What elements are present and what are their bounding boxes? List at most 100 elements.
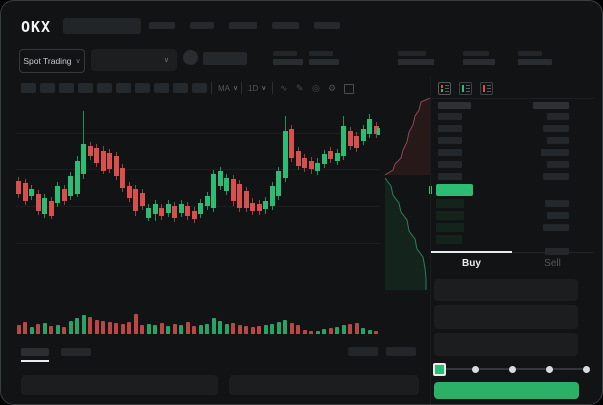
slider-stop[interactable] (472, 366, 479, 373)
chevron-down-icon: ∨ (75, 57, 81, 65)
candlestick (230, 179, 236, 201)
order-input-field[interactable] (434, 279, 578, 301)
timeframe-button[interactable] (78, 83, 93, 93)
toolbar-divider (272, 82, 273, 94)
camera-icon[interactable]: ◎ (312, 83, 320, 93)
timeframe-button[interactable] (59, 83, 74, 93)
timeframe-buttons (21, 83, 207, 93)
tab-sell[interactable]: Sell (544, 258, 561, 269)
ticker-stat (398, 51, 438, 67)
slider-stop[interactable] (546, 366, 553, 373)
order-book-bid-price[interactable] (436, 199, 464, 208)
indicator-dropdown[interactable]: MA ∨ (218, 84, 238, 93)
volume-bar (348, 324, 352, 334)
candlestick (146, 208, 151, 218)
candlestick (113, 156, 119, 176)
timeframe-button[interactable] (154, 83, 169, 93)
candlestick (165, 204, 171, 213)
candlestick (360, 129, 366, 141)
order-book-view-bids-icon[interactable] (459, 82, 472, 95)
bottom-control[interactable] (348, 347, 378, 356)
search-input[interactable] (63, 18, 141, 34)
buy-submit-button[interactable] (434, 382, 579, 399)
timeframe-button[interactable] (21, 83, 36, 93)
order-input-field[interactable] (434, 333, 578, 356)
bottom-panel[interactable] (229, 375, 419, 395)
gridline (16, 169, 380, 170)
stat-label (398, 51, 426, 56)
timeframe-button[interactable] (116, 83, 131, 93)
volume-bar (341, 325, 346, 334)
volume-bar (354, 323, 359, 334)
candlestick (224, 178, 229, 191)
interval-dropdown[interactable]: 1D ∨ (248, 84, 266, 93)
timeframe-button[interactable] (173, 83, 188, 93)
order-input-field[interactable] (434, 305, 578, 329)
timeframe-button[interactable] (40, 83, 55, 93)
order-book-view-asks-icon[interactable] (480, 82, 493, 95)
volume-bar (146, 324, 151, 334)
icon-mark (483, 85, 485, 92)
volume-bar (42, 323, 47, 334)
pair-dropdown[interactable]: ∨ (91, 49, 177, 71)
candlestick (295, 151, 301, 166)
candlestick (133, 189, 138, 211)
order-book-ask-price[interactable] (438, 125, 462, 132)
volume-bar (198, 325, 203, 334)
bottom-tab[interactable] (61, 348, 91, 356)
slider-handle[interactable] (433, 363, 446, 376)
timeframe-button[interactable] (97, 83, 112, 93)
order-book-bid-price[interactable] (436, 211, 464, 220)
nav-item[interactable] (272, 22, 299, 29)
depth-ask-line (384, 98, 430, 176)
candlestick (373, 126, 379, 134)
volume-bar (276, 322, 281, 334)
candlestick-chart[interactable] (16, 101, 382, 251)
nav-item[interactable] (190, 22, 214, 29)
volume-bar (140, 325, 144, 334)
wave-icon[interactable]: ∿ (280, 83, 288, 93)
volume-bar (185, 322, 190, 334)
volume-bar (205, 324, 209, 334)
candlestick (61, 189, 67, 201)
stat-value (518, 59, 552, 65)
volume-bar (270, 324, 274, 334)
timeframe-button[interactable] (192, 83, 207, 93)
order-book-view-combined-icon[interactable] (438, 82, 451, 95)
volume-bar (322, 329, 326, 334)
order-book-ask-amount (541, 149, 569, 156)
timeframe-button[interactable] (135, 83, 150, 93)
icon-line (487, 91, 491, 92)
order-book-ask-price[interactable] (438, 173, 462, 180)
bottom-panel[interactable] (21, 375, 218, 395)
bottom-tab[interactable] (21, 348, 49, 356)
nav-item[interactable] (229, 22, 257, 29)
toolbar-divider (211, 82, 212, 94)
nav-item[interactable] (149, 22, 175, 29)
icon-line (466, 91, 470, 92)
slider-stop[interactable] (509, 366, 516, 373)
candlestick (302, 158, 307, 168)
order-book-bid-price[interactable] (436, 235, 462, 244)
nav-item[interactable] (314, 22, 340, 29)
market-type-dropdown[interactable]: Spot Trading ∨ (19, 49, 85, 73)
slider-stop[interactable] (583, 366, 590, 373)
volume-bar (296, 325, 300, 334)
bottom-control[interactable] (386, 347, 416, 356)
icon-line (487, 85, 491, 86)
order-book-ask-price[interactable] (438, 137, 462, 144)
stat-label (518, 51, 542, 56)
order-book-ask-price[interactable] (438, 161, 462, 168)
gear-icon[interactable]: ⚙ (328, 83, 337, 93)
tab-buy[interactable]: Buy (462, 258, 481, 269)
volume-bar (309, 331, 313, 334)
volume-bar (328, 328, 333, 334)
order-book-ask-price[interactable] (438, 113, 462, 120)
candlestick (100, 151, 106, 171)
pencil-icon[interactable]: ✎ (296, 83, 304, 93)
order-book-divider (431, 98, 593, 99)
expand-icon[interactable] (344, 84, 354, 94)
order-book-ask-price[interactable] (438, 149, 462, 156)
order-book-bid-price[interactable] (436, 223, 464, 232)
candlestick (87, 146, 93, 156)
